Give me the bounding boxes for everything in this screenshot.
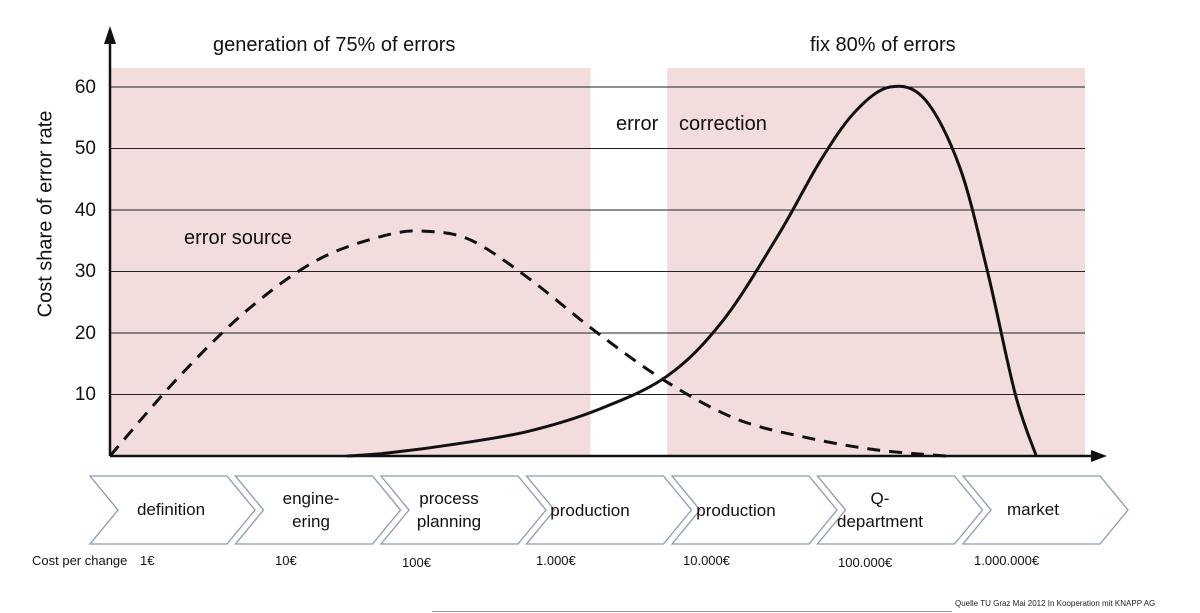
stage-process-planning: process planning	[396, 487, 502, 533]
stage-chevron-5	[670, 475, 838, 545]
source-divider	[432, 611, 952, 612]
shaded-region-1	[110, 68, 591, 456]
y-tick-20: 20	[74, 323, 96, 344]
cost-market: 1.000.000€	[974, 553, 1040, 568]
y-axis-label: Cost share of error rate	[34, 110, 57, 318]
stage-production-2: production	[683, 499, 789, 522]
cost-per-change-label: Cost per change	[32, 553, 128, 568]
cost-process-planning: 100€	[402, 555, 431, 570]
cost-production-2: 10.000€	[683, 553, 730, 568]
y-axis-arrow	[104, 26, 116, 44]
y-tick-50: 50	[74, 138, 96, 159]
stage-chevron-1	[88, 475, 256, 545]
stage-engineering-line1: engine-	[282, 489, 340, 508]
stage-chevron-2	[234, 475, 402, 545]
x-axis-arrow	[1091, 450, 1107, 462]
stage-engineering-line2: ering	[292, 512, 330, 531]
source-note: Quelle TU Graz Mai 2012 In Kooperation m…	[955, 599, 1156, 608]
error-source-label: error source	[184, 227, 292, 249]
cost-engineering: 10€	[275, 553, 297, 568]
stage-production-1: production	[537, 499, 643, 522]
stage-market-line1: market	[1007, 500, 1059, 519]
cost-production-1: 1.000€	[536, 553, 576, 568]
stage-engineering: engine- ering	[258, 487, 364, 533]
y-tick-40: 40	[74, 200, 96, 221]
stage-chevron-6	[816, 475, 984, 545]
stage-q-department: Q- department	[820, 487, 940, 533]
cost-definition: 1€	[140, 553, 155, 568]
stage-process-planning-line2: planning	[416, 512, 482, 531]
stage-production-2-line1: production	[696, 501, 776, 520]
stage-chevron-4	[525, 475, 693, 545]
stage-chevron-7	[961, 475, 1129, 545]
stage-process-planning-line1: process	[419, 489, 479, 508]
fix-label: fix 80% of errors	[810, 34, 956, 56]
stage-q-department-line2: department	[837, 512, 923, 531]
y-tick-60: 60	[74, 77, 96, 98]
y-tick-30: 30	[74, 261, 96, 282]
stage-production-1-line1: production	[550, 501, 630, 520]
generation-label: generation of 75% of errors	[213, 34, 456, 56]
stage-q-department-line1: Q-	[870, 489, 890, 508]
stage-market: market	[980, 498, 1086, 521]
stage-definition-line1: definition	[136, 500, 206, 519]
y-tick-10: 10	[74, 384, 96, 405]
error-correction-label-1: error	[616, 113, 659, 135]
stage-definition: definition	[118, 498, 224, 521]
cost-q-department: 100.000€	[838, 555, 893, 570]
error-correction-label-2: correction	[679, 113, 767, 135]
series-line-2	[346, 84, 1038, 458]
stage-chevron-3	[379, 475, 547, 545]
series-line-1	[108, 229, 946, 458]
